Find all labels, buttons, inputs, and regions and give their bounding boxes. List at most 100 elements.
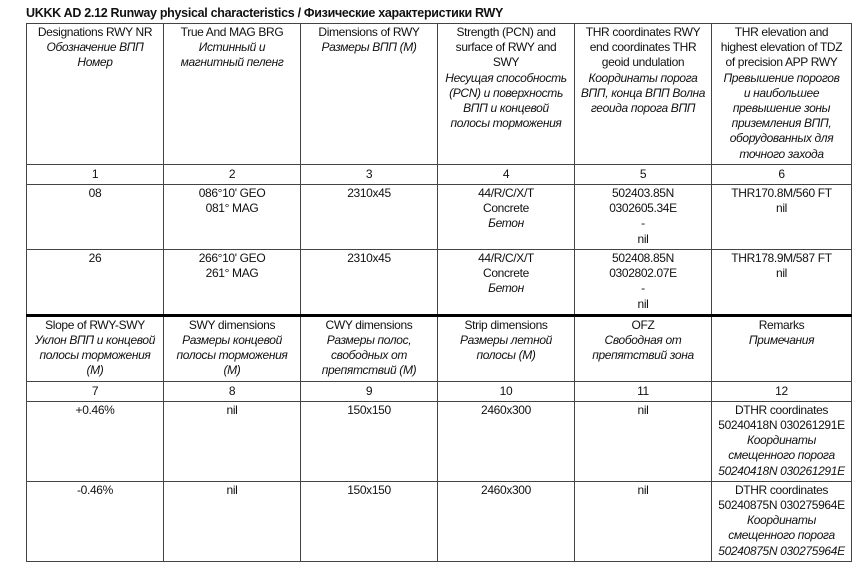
table-row: 08 086°10' GEO 081° MAG 2310x45 44/R/C/X/T Co… [26,184,852,251]
cell-line: nil [637,402,649,417]
cell-line: (M) [223,363,241,378]
cell-line: 50240418N 030261291E [718,418,845,433]
column-number: 1 [26,163,164,186]
header-cell: Strip dimensions Размеры летной полосы (M) [437,314,575,382]
cell-line: Dimensions of RWY [318,25,420,39]
cell-line: Размеры летной [460,333,552,348]
cell-line: -0.46% [77,482,113,497]
cell-line: препятствий (M) [321,363,417,378]
cell-line: 0302802.07E [609,266,677,281]
column-number: 5 [574,163,712,186]
cell-line: Concrete [483,201,529,216]
header-cell: Dimensions of RWY Размеры ВПП (M) [300,23,438,165]
runway-characteristics-table: Designations RWY NR Обозначение ВПП Номер T… [26,23,852,562]
cell-line: nil [637,482,649,497]
cell-line: Strength (PCN) and [456,25,556,39]
cell-line: Превышение порогов [723,70,840,85]
cell-line: полосы торможения [176,348,288,363]
cell-line: 2460x300 [481,402,531,417]
data-cell: 08 [26,184,164,251]
column-number: 12 [711,380,852,402]
cell-line: DTHR coordinates [734,402,829,417]
cell-line: Координаты порога [588,70,698,85]
cell-line: 50240875N 030275964E [718,498,845,513]
cell-line: Несущая способность [445,70,567,85]
cell-line: nil [776,201,787,216]
data-cell: 44/R/C/X/T Concrete Бетон [437,184,575,251]
header-cell: CWY dimensions Размеры полос, свободных от… [300,314,438,382]
cell-line: Strip dimensions [464,317,548,332]
cell-line: ВПП и концевой [463,101,549,116]
cell-line: surface of RWY and [455,40,557,55]
cell-line: точного захода [739,146,824,161]
cell-line: geoid undulation [601,55,685,70]
cell-line: Бетон [488,216,524,231]
cell-line: SWY dimensions [188,317,276,332]
data-cell: 2460x300 [437,400,575,482]
header-cell: Designations RWY NR Обозначение ВПП Номер [26,23,164,165]
cell-line: THR coordinates RWY [585,25,701,39]
cell-line: 26 [88,251,102,266]
data-cell: +0.46% [26,400,164,482]
table-row: -0.46% nil 150x150 2460x300 nil DTHR coordina… [26,480,852,562]
cell-line: препятствий зона [592,348,694,363]
column-number: 8 [163,380,301,402]
table-row: 26 266°10' GEO 261° MAG 2310x45 44/R/C/X/T Co… [26,249,852,317]
column-number: 3 [300,163,438,186]
cell-line: 150x150 [347,402,391,417]
cell-line: nil [226,402,238,417]
cell-line: магнитный пеленг [180,55,284,70]
cell-line: Размеры концевой [182,333,282,348]
data-cell: -0.46% [26,480,164,562]
data-cell: DTHR coordinates 50240418N 030261291E Коор… [711,400,852,482]
cell-line: Slope of RWY-SWY [45,317,145,332]
cell-line: CWY dimensions [325,317,413,332]
header-row: Designations RWY NR Обозначение ВПП Номер T… [26,23,852,165]
header-cell: THR elevation and highest elevation of TD… [711,23,852,165]
cell-line: 50240418N 030261291E [718,463,845,478]
data-cell: 150x150 [300,480,438,562]
cell-line: приземления ВПП, [731,116,832,131]
cell-line: Свободная от [604,333,682,348]
data-cell: nil [163,480,301,562]
header-cell: Remarks Примечания [711,314,852,382]
cell-line: ВПП, конца ВПП Волна [580,85,706,100]
cell-line: 261° MAG [205,266,259,281]
cell-line: Размеры ВПП (M) [321,40,417,55]
cell-line: SWY [492,55,520,70]
cell-line: 08 [88,186,102,201]
cell-line: OFZ [631,317,655,332]
cell-line: Обозначение ВПП [46,40,144,55]
data-cell: 2460x300 [437,480,575,562]
header-cell: True And MAG BRG Истинный и магнитный пеле… [163,23,301,165]
cell-line: Истинный и [198,40,266,55]
cell-line: Координаты [746,433,816,448]
cell-line: смещенного порога [728,528,835,543]
cell-line: Координаты [746,513,816,528]
data-cell: THR178.9M/587 FT nil [711,249,852,317]
cell-line: nil [637,231,649,246]
data-cell: 150x150 [300,400,438,482]
cell-line: Номер [77,55,113,70]
data-cell: nil [163,400,301,482]
data-cell: 086°10' GEO 081° MAG [163,184,301,251]
cell-line: полосы торможения [450,116,562,131]
data-cell: nil [574,480,712,562]
cell-line: True And MAG BRG [180,25,284,39]
column-number: 2 [163,163,301,186]
cell-line: смещенного порога [728,448,835,463]
cell-line: nil [637,296,649,311]
cell-line: и наибольшее [743,85,820,100]
header-cell: THR coordinates RWY end coordinates THR ge… [574,23,712,165]
header-row: Slope of RWY-SWY Уклон ВПП и концевой поло… [26,314,852,382]
cell-line: - [641,216,645,231]
cell-line: THR elevation and [734,25,829,39]
cell-line: THR170.8M/560 FT [731,186,832,201]
cell-line: 0302605.34E [609,201,677,216]
cell-line: Размеры полос, [326,333,412,348]
data-cell: nil [574,400,712,482]
cell-line: 44/R/C/X/T [478,186,534,201]
header-cell: OFZ Свободная от препятствий зона [574,314,712,382]
cell-line: Concrete [483,266,529,281]
cell-line: 081° MAG [205,201,259,216]
